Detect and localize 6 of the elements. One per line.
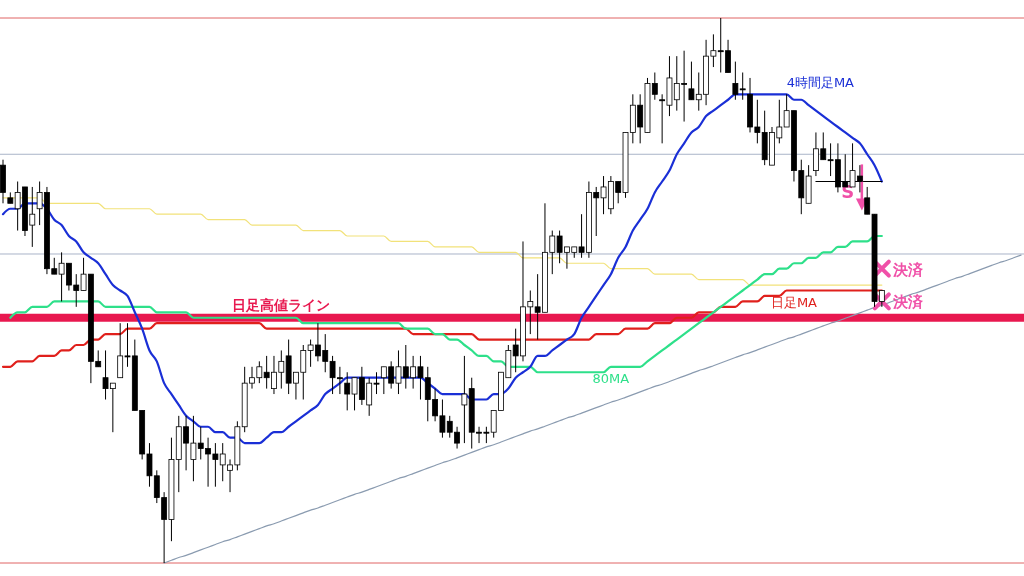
ref-line-label: 日足高値ライン (232, 296, 331, 313)
series-label: 80MA (592, 370, 630, 386)
annotation: 決済 (891, 293, 924, 312)
series-label: 日足MA (770, 294, 818, 310)
annotation: 決済 (891, 260, 924, 279)
series-label: 4時間足MA (786, 75, 855, 91)
